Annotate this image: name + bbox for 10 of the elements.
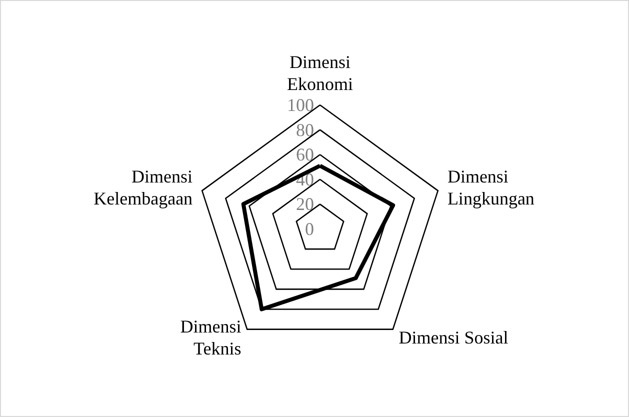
y-tick-label: 0 bbox=[305, 219, 314, 239]
spoke-label: Dimensi Lingkungan bbox=[447, 166, 534, 209]
y-tick-label: 100 bbox=[287, 95, 314, 115]
y-tick-label: 80 bbox=[296, 120, 314, 140]
spoke-label: Dimensi Teknis bbox=[180, 316, 242, 358]
y-tick-label: 20 bbox=[296, 194, 314, 214]
spoke-label: Dimensi Ekonomi bbox=[287, 52, 353, 94]
spoke-label: Dimensi Kelembagaan bbox=[94, 166, 193, 209]
spoke-label: Dimensi Sosial bbox=[398, 327, 508, 348]
y-tick-label: 60 bbox=[296, 144, 314, 165]
